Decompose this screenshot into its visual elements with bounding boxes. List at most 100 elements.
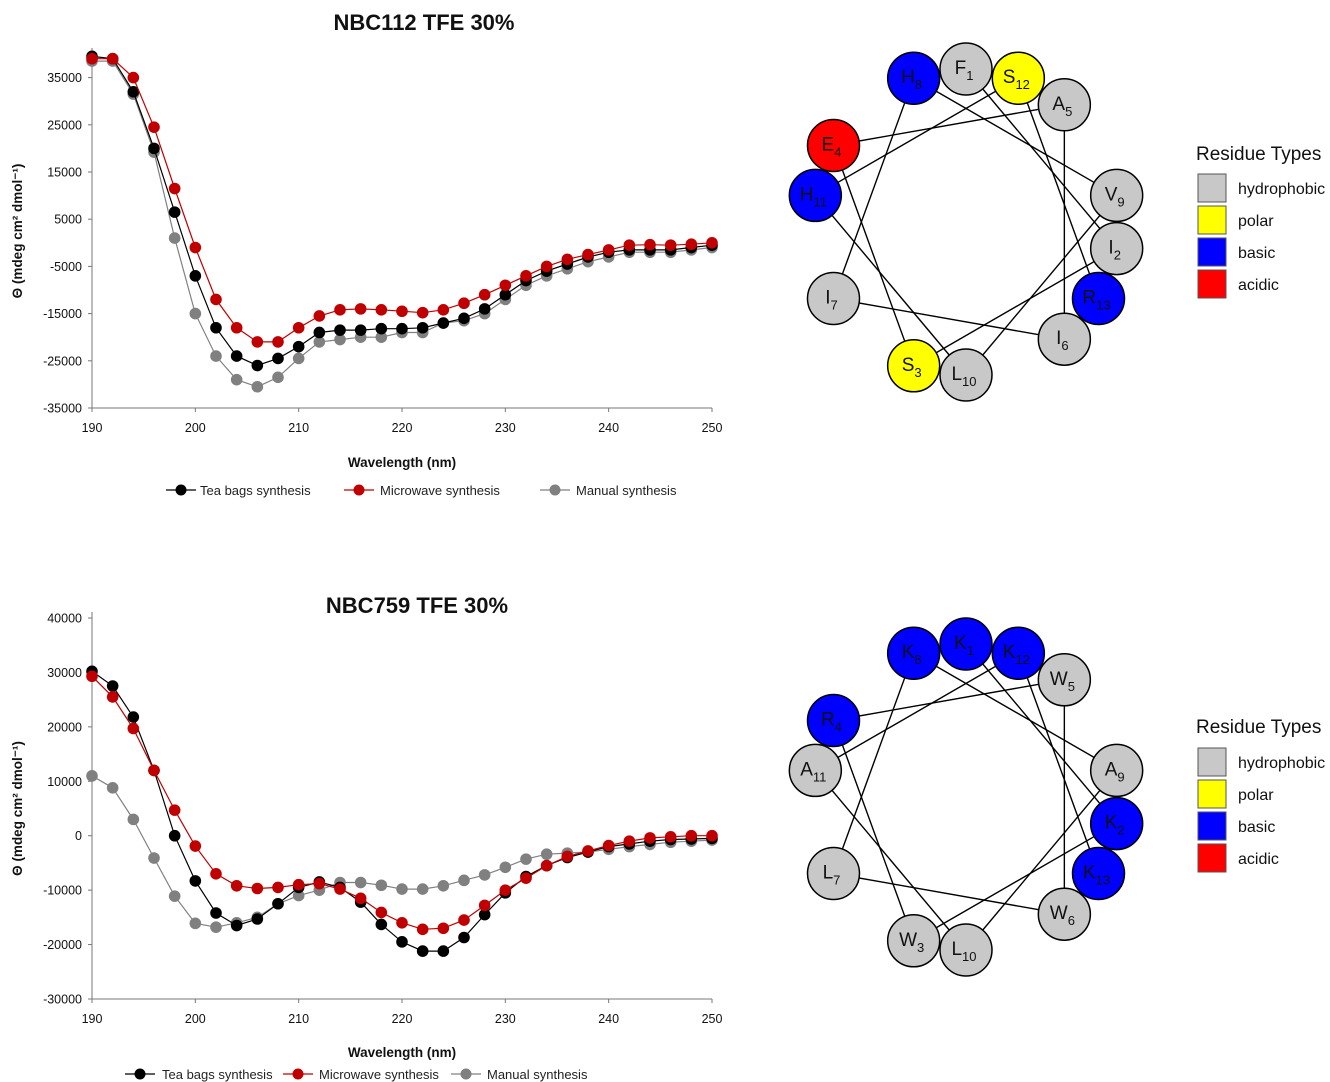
residue-e4: E4 (806, 118, 861, 173)
residue-circle (806, 118, 861, 173)
data-point (540, 260, 553, 273)
series-manual-synthesis (86, 770, 718, 933)
data-point (437, 945, 450, 957)
residue-k2: K2 (1089, 796, 1144, 851)
wheel-connector (833, 297, 1065, 340)
data-point (375, 331, 388, 344)
data-point (189, 875, 202, 887)
series-line (92, 58, 713, 343)
data-point (416, 923, 429, 936)
residue-legend-label: polar (1238, 213, 1274, 230)
data-point (168, 804, 181, 816)
residue-circle (788, 168, 843, 223)
data-point (106, 52, 119, 65)
legend-label: Tea bags synthesis (200, 483, 311, 498)
residue-k1: K1 (939, 617, 993, 671)
series-microwave-synthesis (86, 52, 718, 348)
data-point (416, 883, 429, 895)
residue-circle (939, 42, 993, 96)
residue-legend-label: hydrophobic (1238, 181, 1325, 198)
wheel-connector (913, 247, 1118, 367)
wheel-connector (814, 194, 967, 376)
series-line (91, 55, 713, 367)
y-tick-label: -30000 (43, 993, 82, 1007)
residue-l10: L10 (939, 348, 993, 402)
residue-label: I2 (1108, 238, 1121, 263)
data-point (292, 878, 305, 891)
residue-label: K13 (1083, 863, 1110, 888)
residue-circle (806, 271, 861, 326)
residue-label: A9 (1105, 759, 1125, 784)
x-tick-label: 250 (702, 1012, 723, 1026)
data-point (478, 899, 491, 912)
data-point (582, 845, 594, 857)
wheel-connector (832, 652, 915, 874)
y-tick-label: 25000 (47, 118, 82, 132)
data-point (127, 71, 140, 84)
residue-legend-swatch (1197, 747, 1227, 777)
data-point (251, 882, 264, 895)
residue-circle (1037, 653, 1092, 707)
data-point (86, 770, 98, 782)
legend-marker (549, 484, 561, 496)
x-tick-label: 230 (495, 421, 516, 435)
data-point (210, 293, 222, 306)
residue-circle (1037, 312, 1092, 366)
wheel-connector (814, 77, 1019, 197)
legend-label: Microwave synthesis (380, 483, 500, 498)
residue-circle (1071, 846, 1126, 901)
legend-marker (134, 1068, 146, 1080)
y-tick-label: -25000 (43, 354, 82, 368)
residue-circle (1037, 887, 1092, 941)
y-tick-label: -15000 (43, 307, 82, 321)
residue-circle (1089, 743, 1144, 798)
residue-a9: A9 (1089, 743, 1144, 798)
y-tick-label: 10000 (47, 775, 82, 789)
data-point (334, 324, 346, 336)
residue-label: K8 (902, 642, 922, 667)
residue-circle (1071, 271, 1126, 326)
chart-legend: Tea bags synthesis Microwave synthesis Man… (166, 483, 677, 498)
legend-label: Manual synthesis (576, 483, 677, 498)
data-point (292, 321, 305, 334)
data-point (375, 304, 388, 316)
data-point (210, 321, 222, 334)
wheel-connector (965, 769, 1118, 951)
data-point (189, 270, 202, 282)
x-tick-label: 190 (82, 1012, 103, 1026)
data-point (148, 121, 160, 133)
data-point (189, 307, 202, 320)
data-point (437, 304, 450, 316)
residue-label: L10 (951, 939, 976, 964)
residue-s12: S12 (991, 51, 1046, 105)
residue-legend-swatch (1197, 205, 1227, 235)
residue-label: A5 (1052, 94, 1072, 119)
series-microwave-synthesis (86, 670, 718, 936)
x-tick-label: 190 (82, 421, 103, 435)
residue-label: I7 (825, 288, 838, 313)
residue-legend-swatch (1197, 779, 1227, 809)
residue-circle (1089, 168, 1144, 223)
data-point (148, 852, 160, 864)
data-point (272, 352, 284, 365)
legend-label: Manual synthesis (487, 1067, 588, 1082)
residue-circle (806, 846, 861, 901)
residue-circle (886, 914, 941, 968)
residue-label: F1 (955, 58, 974, 83)
data-point (478, 303, 491, 315)
data-point (458, 931, 470, 944)
residue-legend-label: basic (1238, 819, 1275, 836)
residue-label: K2 (1105, 813, 1125, 838)
data-point (458, 874, 470, 887)
x-tick-label: 210 (288, 421, 309, 435)
x-tick-label: 220 (392, 1012, 413, 1026)
wheel-connector (913, 822, 1118, 942)
data-point (86, 52, 98, 65)
data-point (272, 897, 284, 910)
data-point (499, 861, 512, 874)
residue-s3: S3 (886, 339, 941, 393)
data-point (602, 839, 615, 852)
x-tick-label: 240 (598, 1012, 619, 1026)
residue-circle (939, 617, 993, 671)
data-point (210, 921, 222, 933)
